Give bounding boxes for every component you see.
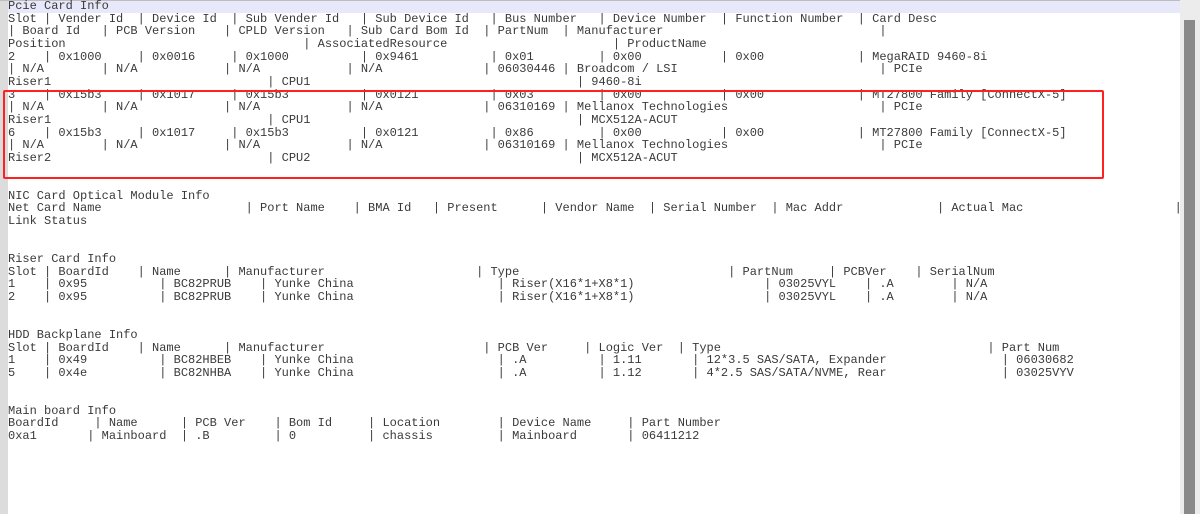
text-line: Link Status <box>8 214 88 229</box>
section-title-pcie: Pcie Card Info <box>8 0 109 13</box>
text-line: Position | AssociatedResource | ProductN… <box>8 36 707 51</box>
text-line: 2 | 0x95 | BC82PRUB | Yunke China | Rise… <box>8 289 988 304</box>
text-line: BoardId | Name | PCB Ver | Bom Id | Loca… <box>8 416 721 431</box>
text-line: | Board Id | PCB Version | CPLD Version … <box>8 24 894 39</box>
highlight-box-mellanox-cards <box>3 90 1104 179</box>
text-line: Riser2 | CPU2 | MCX512A-ACUT <box>8 150 678 165</box>
text-line: Slot | BoardId | Name | Manufacturer | T… <box>8 264 995 279</box>
text-line: Slot | BoardId | Name | Manufacturer | P… <box>8 340 1060 355</box>
text-line: 1 | 0x95 | BC82PRUB | Yunke China | Rise… <box>8 277 988 292</box>
section-title-nic: NIC Card Optical Module Info <box>8 188 210 203</box>
section-title-riser: Riser Card Info <box>8 252 117 266</box>
text-line: 1 | 0x49 | BC82HBEB | Yunke China | .A |… <box>8 353 1074 368</box>
text-line: | N/A | N/A | N/A | N/A | 06310169 | Mel… <box>8 138 923 153</box>
text-line: 0xa1 | Mainboard | .B | 0 | chassis | Ma… <box>8 429 700 444</box>
editor-gutter <box>0 0 8 514</box>
text-line: Net Card Name | Port Name | BMA Id | Pre… <box>8 201 1182 216</box>
text-line: Slot | Vender Id | Device Id | Sub Vende… <box>8 11 937 26</box>
scrollbar-thumb[interactable] <box>1184 20 1195 514</box>
top-border <box>0 0 1180 1</box>
current-line-highlight <box>8 1 1180 13</box>
text-line: 5 | 0x4e | BC82NHBA | Yunke China | .A |… <box>8 365 1074 380</box>
vertical-scrollbar[interactable] <box>1180 0 1200 514</box>
text-line: Riser1 | CPU1 | MCX512A-ACUT <box>8 112 678 127</box>
section-title-hdd: HDD Backplane Info <box>8 327 138 342</box>
text-editor[interactable]: Pcie Card Info Slot | Vender Id | Device … <box>8 0 1182 514</box>
text-line: 6 | 0x15b3 | 0x1017 | 0x15b3 | 0x0121 | … <box>8 125 1067 140</box>
text-line: 2 | 0x1000 | 0x0016 | 0x1000 | 0x9461 | … <box>8 49 988 64</box>
text-line: Riser1 | CPU1 | 9460-8i <box>8 74 642 89</box>
text-line: | N/A | N/A | N/A | N/A | 06030446 | Bro… <box>8 62 923 77</box>
section-title-mainboard: Main board Info <box>8 403 117 418</box>
text-line: | N/A | N/A | N/A | N/A | 06310169 | Mel… <box>8 100 923 115</box>
